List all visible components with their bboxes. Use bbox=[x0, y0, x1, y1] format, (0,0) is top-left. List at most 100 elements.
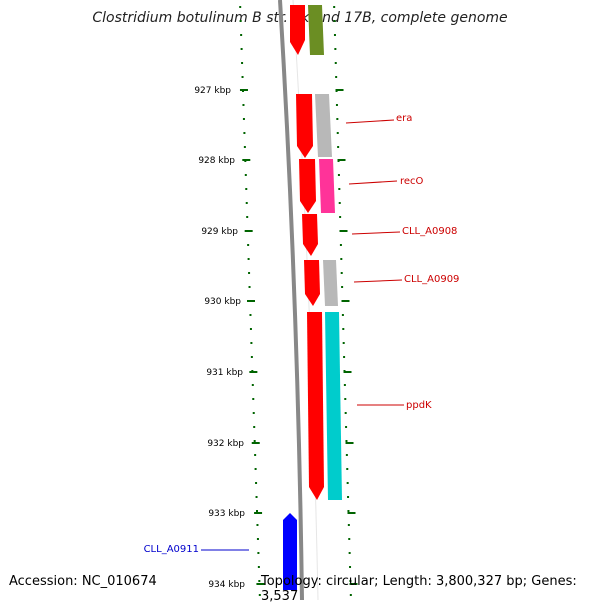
tick-dot bbox=[257, 552, 260, 554]
gene-label-CLL_A0911[interactable]: CLL_A0911 bbox=[144, 544, 199, 555]
cds-arrow[interactable] bbox=[290, 5, 305, 55]
tick-dot bbox=[346, 468, 349, 470]
tick-dot bbox=[248, 272, 251, 274]
gene-label-recO[interactable]: recO bbox=[400, 176, 424, 187]
tick-mark bbox=[343, 371, 352, 373]
tick-dot bbox=[347, 510, 350, 512]
tick-dot bbox=[240, 34, 243, 36]
tick-label-927: 927 kbp bbox=[194, 86, 231, 96]
cds-arrow[interactable] bbox=[296, 94, 313, 158]
tick-mark bbox=[254, 512, 263, 514]
tick-dot bbox=[242, 118, 245, 120]
tick-dot bbox=[333, 20, 336, 22]
tick-mark bbox=[341, 300, 350, 302]
cds-arrow[interactable] bbox=[299, 159, 316, 213]
tick-dot bbox=[340, 272, 343, 274]
tick-mark bbox=[247, 300, 255, 302]
tick-dot bbox=[256, 510, 258, 512]
tick-label-932: 932 kbp bbox=[207, 439, 244, 449]
tick-dot bbox=[334, 48, 337, 50]
tick-dot bbox=[240, 48, 243, 50]
tick-dot bbox=[345, 454, 348, 456]
tick-mark bbox=[345, 442, 354, 444]
tick-mark bbox=[335, 89, 344, 91]
tick-mark bbox=[239, 89, 248, 91]
tick-dot bbox=[243, 146, 246, 148]
tick-mark bbox=[347, 512, 356, 514]
tick-mark bbox=[244, 230, 253, 232]
tick-dot bbox=[344, 398, 347, 400]
tick-dot bbox=[246, 216, 249, 218]
tick-dot bbox=[251, 384, 254, 386]
cds-arrow[interactable] bbox=[307, 312, 324, 500]
tick-dot bbox=[250, 342, 253, 344]
tick-dot bbox=[337, 174, 340, 176]
tick-dot bbox=[249, 328, 252, 330]
tick-dot bbox=[340, 258, 343, 260]
tick-dot bbox=[252, 398, 255, 400]
gene-label-era[interactable]: era bbox=[396, 113, 412, 124]
tick-dot bbox=[349, 594, 352, 596]
tick-dot bbox=[333, 34, 336, 36]
tick-dot bbox=[258, 580, 261, 582]
tick-label-934: 934 kbp bbox=[208, 580, 245, 590]
cds-arrow[interactable] bbox=[302, 214, 318, 256]
tick-dot bbox=[338, 188, 341, 190]
cds-track bbox=[290, 5, 324, 500]
gene-feature-era[interactable] bbox=[315, 94, 332, 157]
tick-dot bbox=[345, 426, 348, 428]
tick-label-933: 933 kbp bbox=[208, 509, 245, 519]
gene-feature-olive[interactable] bbox=[308, 5, 324, 55]
tick-dot bbox=[341, 286, 344, 288]
gene-track bbox=[308, 5, 342, 500]
tick-dot bbox=[347, 496, 350, 498]
tick-dot bbox=[253, 426, 256, 428]
tick-dot bbox=[345, 440, 348, 442]
tick-dot bbox=[335, 76, 338, 78]
tick-dot bbox=[254, 468, 257, 470]
tick-dot bbox=[348, 538, 351, 540]
gene-label-CLL_A0909[interactable]: CLL_A0909 bbox=[404, 274, 459, 285]
tick-dot bbox=[247, 258, 250, 260]
tick-marks bbox=[239, 89, 358, 585]
tick-dot bbox=[348, 552, 351, 554]
gene-feature-recO[interactable] bbox=[319, 159, 335, 213]
tick-dot bbox=[253, 440, 256, 442]
gene-label-ppdK[interactable]: ppdK bbox=[406, 400, 432, 411]
tick-dot bbox=[341, 314, 344, 316]
tick-mark bbox=[242, 159, 251, 161]
tick-dot bbox=[241, 62, 244, 64]
gene-feature-CLL_A0909[interactable] bbox=[323, 260, 338, 306]
genome-backbone bbox=[278, 0, 304, 600]
tick-dot bbox=[334, 62, 337, 64]
tick-dot bbox=[242, 104, 245, 106]
tick-dot bbox=[252, 412, 255, 414]
tick-dot bbox=[245, 202, 248, 204]
gene-feature-ppdK[interactable] bbox=[325, 312, 342, 500]
tick-dot bbox=[349, 580, 352, 582]
tick-dot bbox=[248, 286, 251, 288]
tick-dot bbox=[249, 314, 252, 316]
tick-dot bbox=[339, 216, 342, 218]
tick-label-929: 929 kbp bbox=[201, 227, 238, 237]
tick-mark bbox=[349, 583, 358, 585]
tick-dot bbox=[339, 244, 342, 246]
tick-dot bbox=[344, 412, 347, 414]
tick-dot bbox=[255, 496, 258, 498]
tick-dot bbox=[343, 384, 346, 386]
gene-label-CLL_A0908[interactable]: CLL_A0908 bbox=[402, 226, 457, 237]
tick-mark bbox=[256, 583, 265, 585]
tick-dot bbox=[256, 524, 259, 526]
tick-mark bbox=[337, 159, 346, 161]
tick-dot bbox=[335, 104, 338, 106]
tick-label-930: 930 kbp bbox=[204, 297, 241, 307]
tick-dot bbox=[343, 356, 346, 358]
tick-mark bbox=[249, 371, 258, 373]
tick-dot bbox=[342, 342, 345, 344]
tick-dot bbox=[333, 6, 336, 8]
cds-arrow[interactable] bbox=[304, 260, 320, 306]
gene-leaders bbox=[201, 119, 404, 551]
gene-feature-CLL_A0911[interactable] bbox=[283, 513, 297, 590]
tick-dot bbox=[336, 132, 339, 134]
